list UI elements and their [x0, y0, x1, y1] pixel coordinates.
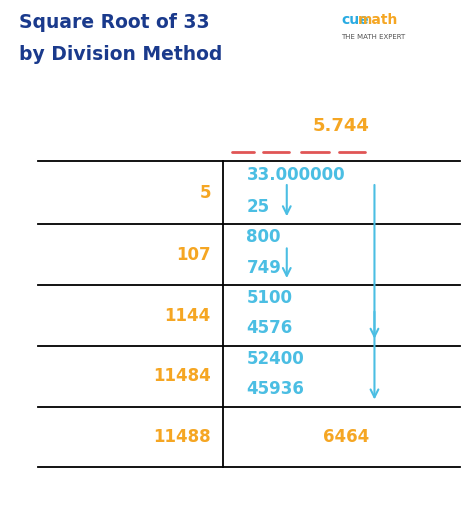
Text: by Division Method: by Division Method — [19, 45, 222, 64]
Text: 107: 107 — [176, 246, 211, 264]
Text: 5100: 5100 — [246, 289, 292, 307]
Text: math: math — [358, 13, 398, 27]
Text: 5: 5 — [200, 184, 211, 202]
Text: 52400: 52400 — [246, 350, 304, 367]
Text: 6464: 6464 — [323, 428, 369, 446]
Text: 1144: 1144 — [164, 307, 211, 325]
Text: Square Root of 33: Square Root of 33 — [19, 13, 210, 32]
Text: 11484: 11484 — [153, 367, 211, 385]
Text: 5.744: 5.744 — [313, 117, 370, 135]
Text: THE MATH EXPERT: THE MATH EXPERT — [341, 34, 406, 40]
Text: 25: 25 — [246, 198, 270, 216]
Text: 11488: 11488 — [153, 428, 211, 446]
Text: 45936: 45936 — [246, 380, 304, 398]
Text: 4576: 4576 — [246, 319, 293, 337]
Text: 800: 800 — [246, 228, 281, 246]
Text: cue: cue — [341, 13, 369, 27]
Text: 33.000000: 33.000000 — [246, 166, 345, 184]
Text: 749: 749 — [246, 259, 282, 277]
